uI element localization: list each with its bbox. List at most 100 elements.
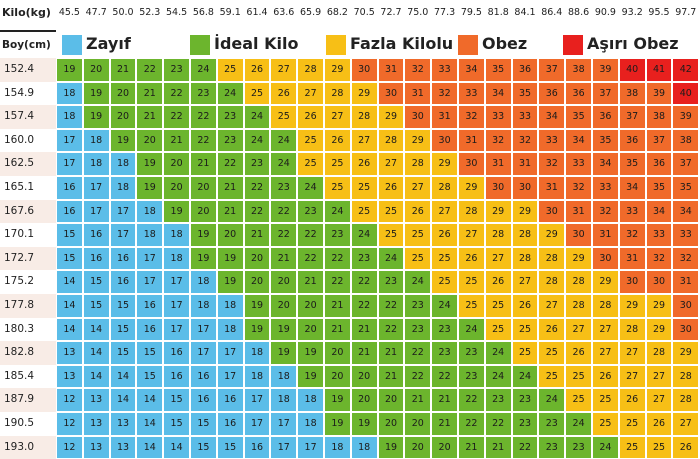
bmi-cell: 35 <box>618 152 646 176</box>
bmi-cell: 16 <box>243 435 271 459</box>
bmi-cell: 34 <box>645 199 673 224</box>
bmi-cell: 26 <box>592 364 619 389</box>
bmi-cell: 23 <box>538 412 566 436</box>
bmi-cell: 27 <box>404 176 432 200</box>
legend-swatch <box>190 35 210 55</box>
bmi-cell: 25 <box>431 246 458 271</box>
bmi-cell: 25 <box>618 435 646 459</box>
bmi-cell: 32 <box>592 199 619 224</box>
bmi-cell: 16 <box>82 246 110 271</box>
bmi-cell: 29 <box>618 294 646 318</box>
bmi-cell: 32 <box>404 58 432 82</box>
bmi-cell: 24 <box>538 388 566 412</box>
row-label-bg <box>0 388 56 412</box>
bmi-cell: 30 <box>484 176 512 200</box>
bmi-cell: 29 <box>645 294 673 318</box>
bmi-cell: 22 <box>190 105 217 129</box>
bmi-cell: 12 <box>56 435 83 459</box>
bmi-cell: 20 <box>350 364 378 389</box>
bmi-cell: 25 <box>592 412 619 436</box>
bmi-cell: 16 <box>216 388 244 412</box>
bmi-cell: 20 <box>404 435 432 459</box>
bmi-cell: 28 <box>458 199 485 224</box>
bmi-cell: 28 <box>297 58 324 82</box>
bmi-cell: 25 <box>458 270 485 294</box>
height-label: 190.5 <box>4 417 35 429</box>
bmi-cell: 18 <box>243 341 271 365</box>
bmi-cell: 33 <box>672 223 700 247</box>
bmi-cell: 14 <box>136 412 164 436</box>
bmi-cell: 18 <box>82 152 110 176</box>
bmi-cell: 28 <box>565 270 592 294</box>
bmi-cell: 20 <box>82 58 110 82</box>
height-label: 167.6 <box>4 204 35 217</box>
bmi-cell: 22 <box>484 412 512 436</box>
bmi-cell: 21 <box>350 341 378 365</box>
height-label: 185.4 <box>4 369 35 382</box>
bmi-cell: 17 <box>109 223 137 247</box>
bmi-cell: 24 <box>297 176 324 200</box>
bmi-cell: 34 <box>484 81 512 106</box>
weight-label: 52.3 <box>139 7 161 18</box>
bmi-cell: 16 <box>216 412 244 436</box>
bmi-cell: 20 <box>377 388 405 412</box>
bmi-cell: 19 <box>324 388 351 412</box>
bmi-cell: 19 <box>82 81 110 106</box>
bmi-cell: 27 <box>618 364 646 389</box>
bmi-cell: 23 <box>431 341 458 365</box>
height-label: 180.3 <box>4 322 35 335</box>
bmi-cell: 15 <box>109 294 137 318</box>
bmi-cell: 24 <box>592 435 619 459</box>
bmi-cell: 28 <box>618 317 646 342</box>
bmi-cell: 26 <box>270 81 298 106</box>
bmi-cell: 25 <box>458 294 485 318</box>
bmi-cell: 32 <box>565 176 592 200</box>
bmi-cell: 20 <box>297 294 324 318</box>
bmi-cell: 30 <box>592 246 619 271</box>
bmi-cell: 19 <box>136 176 164 200</box>
bmi-cell: 27 <box>350 128 378 153</box>
bmi-cell: 13 <box>82 412 110 436</box>
bmi-cell: 22 <box>324 246 351 271</box>
bmi-cell: 23 <box>216 128 244 153</box>
bmi-cell: 29 <box>511 199 539 224</box>
bmi-cell: 14 <box>136 435 164 459</box>
bmi-cell: 32 <box>645 246 673 271</box>
bmi-cell: 20 <box>190 176 217 200</box>
bmi-cell: 23 <box>404 317 432 342</box>
bmi-cell: 18 <box>350 435 378 459</box>
bmi-cell: 30 <box>618 270 646 294</box>
bmi-cell: 28 <box>431 176 458 200</box>
bmi-cell: 15 <box>109 341 137 365</box>
bmi-cell: 21 <box>350 317 378 342</box>
bmi-cell: 29 <box>565 246 592 271</box>
bmi-cell: 22 <box>377 317 405 342</box>
bmi-cell: 28 <box>592 294 619 318</box>
bmi-cell: 22 <box>243 199 271 224</box>
bmi-cell: 24 <box>243 105 271 129</box>
bmi-cell: 23 <box>484 388 512 412</box>
bmi-cell: 24 <box>324 199 351 224</box>
legend-swatch <box>563 35 583 55</box>
bmi-cell: 23 <box>324 223 351 247</box>
bmi-cell: 17 <box>270 435 298 459</box>
bmi-cell: 24 <box>243 128 271 153</box>
bmi-cell: 22 <box>404 341 432 365</box>
bmi-cell: 40 <box>672 81 700 106</box>
bmi-cell: 21 <box>431 388 458 412</box>
bmi-cell: 32 <box>458 105 485 129</box>
bmi-cell: 30 <box>645 270 673 294</box>
bmi-cell: 29 <box>645 317 673 342</box>
height-label: 172.7 <box>4 251 35 264</box>
bmi-cell: 13 <box>56 341 83 365</box>
bmi-cell: 27 <box>270 58 298 82</box>
bmi-cell: 40 <box>618 58 646 82</box>
height-label: 182.8 <box>4 346 35 359</box>
bmi-cell: 15 <box>190 435 217 459</box>
bmi-cell: 20 <box>243 270 271 294</box>
bmi-cell: 20 <box>324 364 351 389</box>
height-label: 152.4 <box>4 63 35 75</box>
bmi-cell: 16 <box>163 341 190 365</box>
bmi-cell: 19 <box>56 58 83 82</box>
bmi-cell: 16 <box>109 270 137 294</box>
